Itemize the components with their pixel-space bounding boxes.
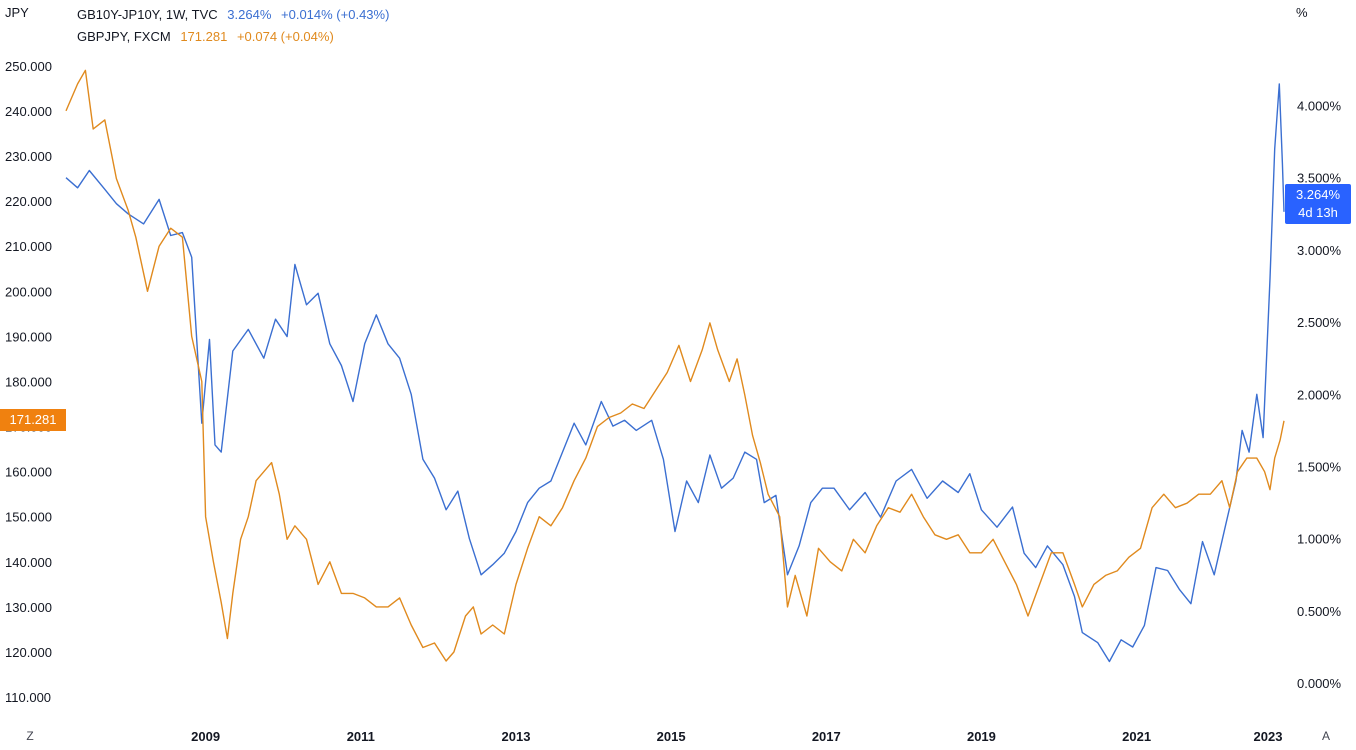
series-layer (65, 69, 1285, 663)
time-axis-tick: 2017 (812, 729, 841, 744)
right-axis-tick: 3.500% (1297, 171, 1342, 186)
legend-series-2[interactable]: GBPJPY, FXCM 171.281 +0.074 (+0.04%) (77, 29, 340, 44)
right-axis-tick: 0.000% (1297, 676, 1342, 691)
timezone-button[interactable]: Z (26, 729, 34, 743)
left-axis-tick: 230.000 (5, 149, 52, 164)
left-axis-tick: 140.000 (5, 555, 52, 570)
left-axis-tick: 160.000 (5, 465, 52, 480)
time-axis-tick: 2011 (347, 729, 375, 744)
right-last-price-value: 3.264% (1295, 187, 1341, 202)
left-axis-tick: 110.000 (5, 690, 51, 705)
left-axis-tick: 240.000 (5, 104, 52, 119)
auto-scale-button[interactable]: A (1321, 729, 1330, 743)
right-last-price-tag: 3.264% 4d 13h (1285, 184, 1351, 224)
left-axis-unit: JPY (5, 5, 29, 20)
left-last-price-tag: 171.281 (0, 409, 66, 431)
left-axis-tick: 200.000 (5, 284, 52, 299)
left-axis-tick: 210.000 (5, 239, 52, 254)
left-axis-tick: 220.000 (5, 194, 52, 209)
right-axis-tick: 4.000% (1297, 99, 1342, 114)
right-price-axis[interactable]: 4.000% 3.500% 3.000% 2.500% 2.000% 1.500% 1.00… (1297, 99, 1342, 692)
left-axis-tick: 130.000 (5, 600, 52, 615)
right-axis-unit: % (1296, 5, 1308, 20)
left-axis-tick: 150.000 (5, 510, 52, 525)
right-axis-tick: 2.500% (1297, 315, 1342, 330)
left-price-axis[interactable]: 250.000 240.000 230.000 220.000 210.000 200.0… (5, 59, 52, 705)
legend-series-1-name: GB10Y-JP10Y, 1W, TVC (77, 7, 218, 22)
legend-series-1[interactable]: GB10Y-JP10Y, 1W, TVC 3.264% +0.014% (+0.… (77, 7, 395, 22)
legend-series-2-name: GBPJPY, FXCM (77, 29, 171, 44)
right-axis-tick: 1.000% (1297, 532, 1342, 547)
right-axis-tick: 3.000% (1297, 243, 1342, 258)
left-axis-tick: 250.000 (5, 59, 52, 74)
time-axis-tick: 2009 (191, 729, 220, 744)
time-axis-tick: 2015 (657, 729, 686, 744)
right-axis-tick: 1.500% (1297, 460, 1342, 475)
left-axis-tick: 120.000 (5, 645, 52, 660)
time-axis-tick: 2021 (1122, 729, 1151, 744)
time-axis-tick: 2019 (967, 729, 996, 744)
time-axis[interactable]: 2009 2011 2013 2015 2017 2019 2021 2023 (191, 729, 1282, 744)
time-axis-tick: 2013 (502, 729, 531, 744)
left-axis-tick: 190.000 (5, 329, 52, 344)
legend-series-2-value: 171.281 (180, 29, 228, 44)
legend-series-1-value: 3.264% (227, 7, 272, 22)
bar-countdown: 4d 13h (1298, 205, 1338, 220)
legend-series-2-change: +0.074 (+0.04%) (236, 29, 334, 44)
time-axis-tick: 2023 (1254, 729, 1283, 744)
series-line-1 (65, 83, 1285, 663)
right-axis-tick: 2.000% (1297, 387, 1342, 402)
series-line-2 (65, 69, 1285, 662)
right-axis-tick: 0.500% (1297, 604, 1342, 619)
left-axis-tick: 180.000 (5, 374, 52, 389)
legend-series-1-change: +0.014% (+0.43%) (281, 7, 390, 22)
